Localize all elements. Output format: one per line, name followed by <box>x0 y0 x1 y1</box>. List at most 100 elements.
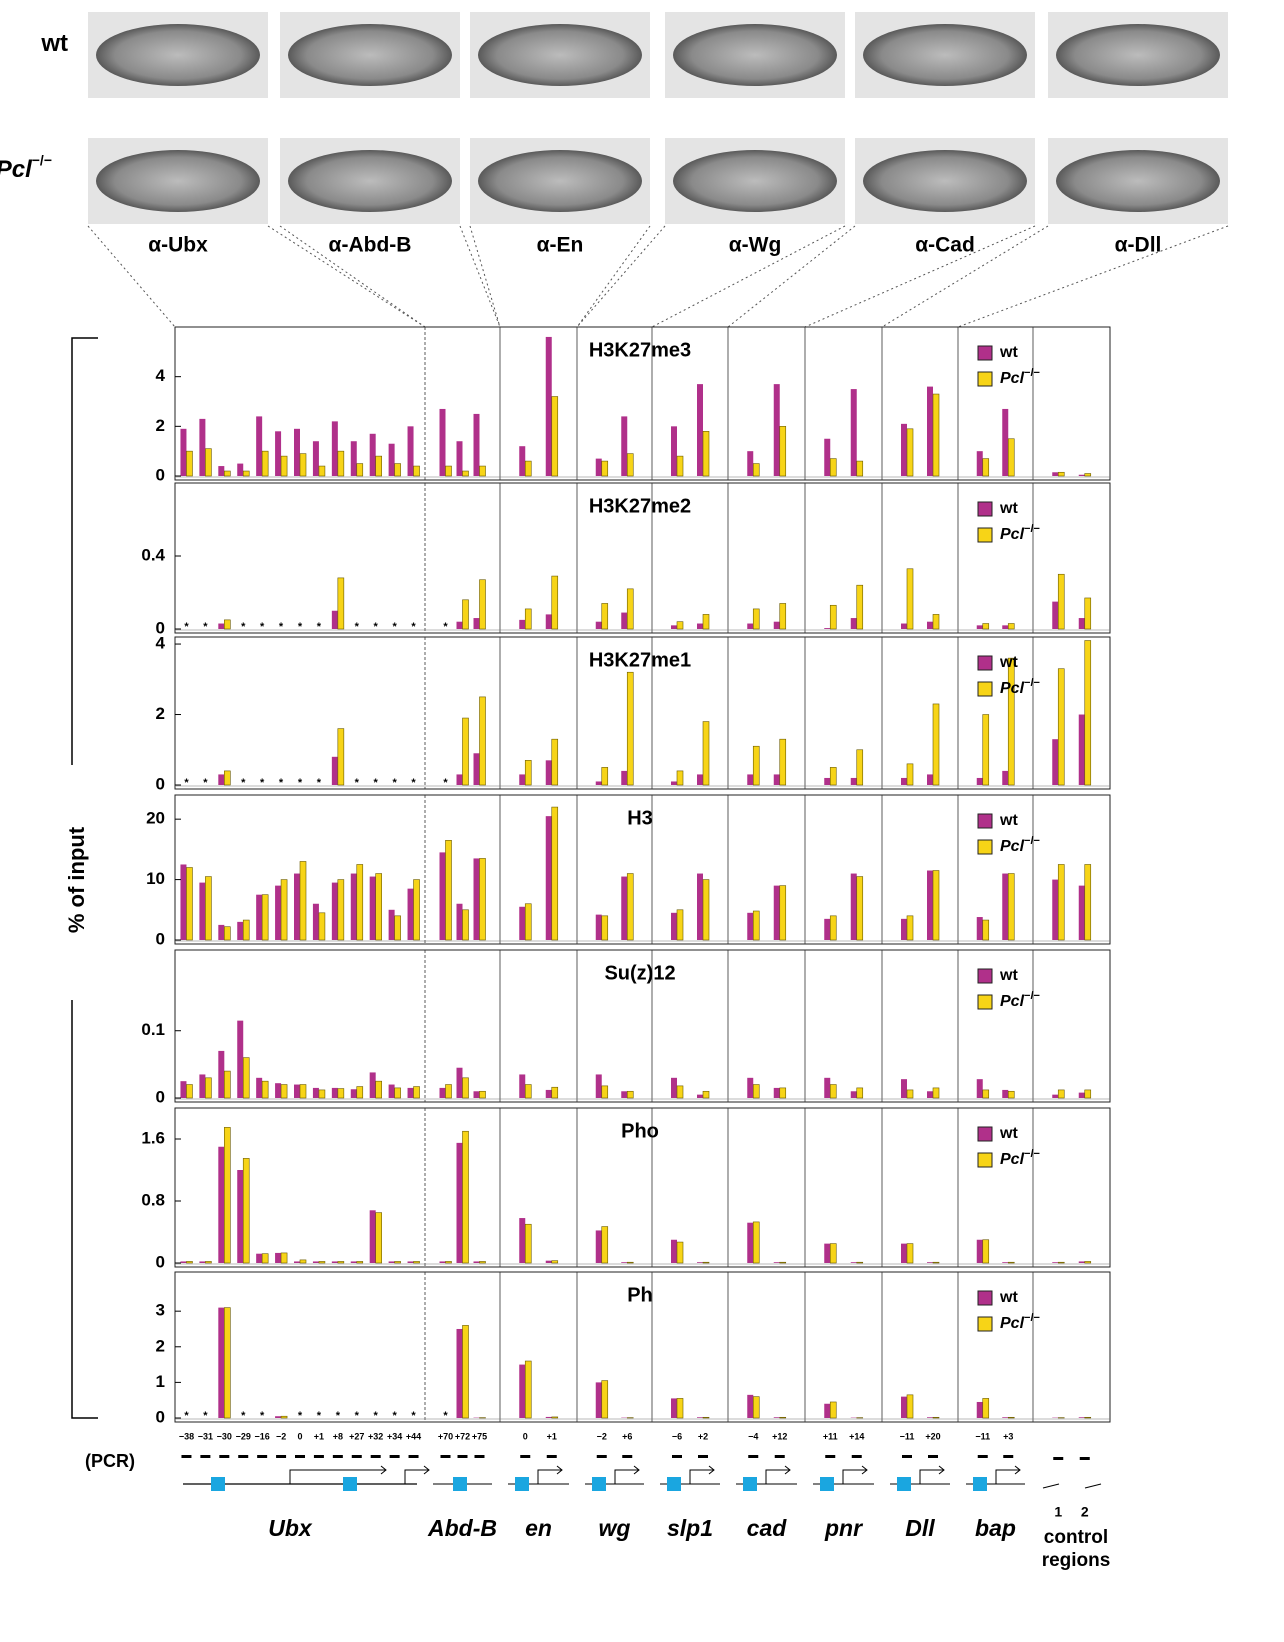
bar <box>224 1070 231 1099</box>
missing-marker: * <box>184 777 189 789</box>
bar <box>779 1261 787 1264</box>
bar <box>1007 657 1015 786</box>
y-tick-label: 3 <box>156 1301 165 1320</box>
bar <box>545 1089 552 1098</box>
legend-label: Pcl−/− <box>1000 367 1040 387</box>
pcr-label: +44 <box>406 1431 421 1441</box>
pcr-label: +27 <box>349 1431 364 1441</box>
bar <box>275 1416 282 1418</box>
amplicon <box>748 1455 759 1458</box>
y-tick-label: 4 <box>156 634 166 653</box>
promoter-arrow <box>537 1465 563 1484</box>
bar <box>982 1089 990 1099</box>
legend-label: Pcl−/− <box>1000 990 1040 1010</box>
promoter-arrow <box>842 1465 868 1484</box>
legend-name: Pcl <box>1000 1151 1025 1168</box>
pcr-label: −2 <box>276 1431 286 1441</box>
bar <box>982 1239 990 1264</box>
bar <box>976 1239 983 1263</box>
row-label-superscript: −/− <box>32 152 52 168</box>
pcr-label: +34 <box>387 1431 402 1441</box>
amplicon <box>1003 1455 1014 1458</box>
bar <box>621 416 628 476</box>
bar <box>747 1222 754 1263</box>
pre-element <box>453 1477 467 1491</box>
legend-swatch <box>977 1290 993 1306</box>
bar <box>388 443 395 476</box>
bar <box>901 1396 907 1418</box>
bar <box>932 614 940 630</box>
missing-marker: * <box>374 777 379 789</box>
bar <box>413 465 420 477</box>
bar <box>621 612 628 629</box>
bar <box>671 781 677 785</box>
bar <box>829 1084 837 1099</box>
bar <box>545 1260 552 1263</box>
legend-name: wt <box>999 812 1018 829</box>
bar <box>976 1401 983 1418</box>
y-axis-label: % of input <box>64 826 89 933</box>
bar <box>621 1262 628 1263</box>
row-label-text: wt <box>40 30 68 57</box>
bar <box>473 858 480 940</box>
antibody-label: α-Ubx <box>148 234 208 257</box>
bar <box>1057 668 1065 786</box>
bar <box>601 603 609 630</box>
embryo <box>288 150 452 212</box>
bar <box>671 1239 677 1263</box>
bar <box>595 1230 602 1263</box>
bar <box>773 1262 780 1263</box>
bar <box>407 1087 414 1098</box>
bar <box>595 781 602 785</box>
bar <box>186 1261 193 1264</box>
pcr-label: −11 <box>975 1431 990 1441</box>
bar <box>773 621 780 629</box>
bar <box>180 1261 187 1263</box>
bar <box>1002 625 1009 629</box>
bar <box>779 1087 787 1099</box>
y-tick-label: 10 <box>146 869 165 888</box>
bar <box>901 1079 907 1098</box>
pcr-label: −30 <box>217 1431 232 1441</box>
bar <box>697 774 703 785</box>
bar <box>369 1072 376 1098</box>
bar <box>697 623 703 629</box>
legend-name: Pcl <box>1000 526 1025 543</box>
bar <box>752 745 760 786</box>
amplicon <box>698 1455 708 1458</box>
pre-element <box>592 1477 606 1491</box>
pcr-label: +11 <box>823 1431 838 1441</box>
missing-marker: * <box>279 777 284 789</box>
legend-name: wt <box>999 500 1018 517</box>
bar <box>982 458 990 477</box>
bar <box>982 919 990 941</box>
bar <box>456 1067 463 1098</box>
amplicon <box>295 1455 305 1458</box>
panel-title: H3K27me2 <box>589 495 691 517</box>
bar <box>1084 864 1092 941</box>
bar <box>473 618 480 629</box>
bar <box>524 1360 532 1419</box>
legend-swatch <box>977 345 993 361</box>
promoter-arrow <box>614 1465 640 1484</box>
amplicon <box>332 1455 343 1458</box>
bar <box>932 1087 940 1099</box>
legend-name: Pcl <box>1000 993 1025 1010</box>
gene-name: Abd-B <box>427 1515 497 1541</box>
legend-name: Pcl <box>1000 370 1025 387</box>
pcr-label: −2 <box>597 1431 607 1441</box>
bar <box>1052 472 1059 476</box>
bar <box>1007 438 1015 477</box>
bar <box>697 1262 703 1263</box>
bar <box>595 1382 602 1418</box>
missing-marker: * <box>260 777 265 789</box>
y-tick-label: 0.1 <box>141 1020 165 1039</box>
bar <box>906 568 914 630</box>
bar <box>337 879 345 941</box>
bar <box>901 1243 907 1263</box>
bar <box>519 1364 526 1418</box>
pcr-label: +14 <box>849 1431 864 1441</box>
bar <box>369 876 376 940</box>
amplicon <box>774 1455 785 1458</box>
legend-label: Pcl−/− <box>1000 677 1040 697</box>
